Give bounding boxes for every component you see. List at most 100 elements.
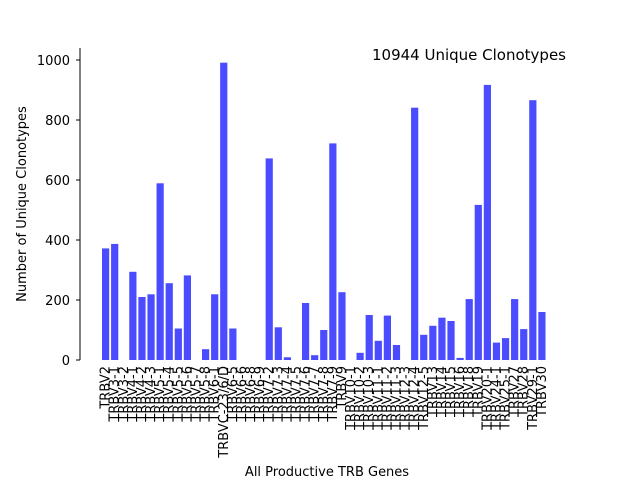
x-tick-label: TRBV5-8 — [199, 366, 214, 423]
x-tick-label: TRBV5-6 — [180, 366, 195, 423]
y-tick-label: 400 — [45, 234, 70, 249]
x-tick-label: TRBV7-3 — [271, 366, 286, 423]
x-tick-label: TRBV27 — [508, 366, 523, 418]
bar — [229, 328, 237, 360]
bar — [338, 292, 346, 360]
bar — [483, 84, 491, 361]
x-axis-title: All Productive TRB Genes — [245, 465, 409, 480]
x-axis-ticks: TRBV2TRBV3-1TRBV3-2TRBV4-1TRBV4-2TRBV4-3… — [99, 366, 550, 459]
bar — [301, 303, 310, 360]
x-tick-label: TRBV7-2 — [262, 366, 277, 423]
x-tick-label: TRBV12-4 — [408, 366, 423, 431]
bar — [138, 297, 146, 360]
x-tick-label: TRBV11-2 — [380, 366, 395, 431]
bar — [529, 100, 537, 360]
x-tick-label: TRBV16 — [453, 366, 468, 418]
x-tick-label: TRBV20-1 — [480, 366, 495, 431]
bar — [265, 158, 273, 360]
bar — [156, 183, 164, 360]
x-tick-label: TRBV7-6 — [299, 366, 314, 423]
bar — [311, 355, 319, 360]
x-tick-label: TRBV6-1 — [208, 366, 223, 423]
x-tick-label: TRBV5-1 — [153, 366, 168, 423]
bar — [183, 275, 192, 360]
bar — [165, 283, 173, 360]
x-tick-label: TRBV15 — [444, 366, 459, 418]
x-tick-label: TRBV14 — [435, 366, 450, 418]
x-tick-label: TRBV25-1 — [499, 366, 514, 431]
x-tick-label: TRBV7-8 — [317, 366, 332, 423]
x-tick-label: TRBV3-1 — [108, 366, 123, 423]
y-tick-label: 200 — [45, 294, 70, 309]
x-tick-label: TRBV7-7 — [308, 366, 323, 423]
bar — [520, 329, 528, 360]
x-tick-label: TRBV5-5 — [171, 366, 186, 423]
x-tick-label: TRBV6-9 — [253, 366, 268, 423]
x-tick-label: TRBV11-1 — [371, 366, 386, 431]
x-tick-label: TRBV6-6 — [235, 366, 250, 423]
y-axis-title: Number of Unique Clonotypes — [15, 106, 30, 302]
x-tick-label: TRBV10-3 — [362, 366, 377, 431]
y-axis: 0 200 400 600 800 1000 — [37, 48, 81, 369]
bar — [438, 317, 446, 360]
x-tick-label: TRBV10-1 — [344, 366, 359, 431]
bar — [220, 62, 228, 360]
bar — [283, 357, 291, 360]
bar — [538, 312, 546, 360]
bars-group — [102, 62, 546, 361]
x-tick-label: TRBV12-3 — [399, 366, 414, 431]
bar — [174, 328, 182, 360]
x-tick-label: TRBV12-5 — [417, 366, 432, 431]
x-tick-label: TRBV2 — [99, 366, 114, 410]
bar — [429, 325, 437, 360]
x-tick-label: TRBV7-4 — [280, 366, 295, 423]
x-tick-label: TRBV18 — [462, 366, 477, 418]
x-tick-label: TRBV4-3 — [144, 366, 159, 423]
bar — [329, 143, 337, 360]
x-tick-label: TRBV10-2 — [353, 366, 368, 431]
x-tick-label: TRBV4-2 — [135, 366, 150, 423]
x-tick-label: TRBV30 — [535, 366, 550, 418]
bar — [274, 327, 282, 360]
bar — [465, 299, 473, 360]
bar — [447, 321, 455, 360]
x-tick-label: TRBV6-5 — [226, 366, 241, 423]
x-tick-label: TRBV24-1 — [489, 366, 504, 431]
bar — [102, 248, 110, 360]
bar — [111, 243, 119, 360]
x-tick-label: TRBVC-23/6/D — [217, 366, 232, 459]
bar — [201, 349, 210, 360]
x-tick-label: TRBV6-8 — [244, 366, 259, 423]
bar — [356, 352, 364, 360]
x-tick-label: TRBV3-2 — [117, 366, 132, 423]
bar — [211, 294, 219, 360]
bar — [511, 299, 519, 360]
bar — [392, 345, 401, 360]
bar — [492, 342, 501, 360]
bar — [320, 330, 328, 360]
x-tick-label: TRBV28 — [517, 366, 532, 418]
bar — [383, 315, 391, 360]
bar — [501, 338, 510, 360]
y-tick-label: 800 — [45, 114, 70, 129]
x-tick-label: TRBV9 — [335, 366, 350, 410]
x-tick-label: TRBV7-5 — [289, 366, 304, 423]
x-tick-label: TRBV5-7 — [190, 366, 205, 423]
bar — [365, 315, 373, 360]
y-tick-label: 1000 — [37, 54, 70, 69]
x-tick-label: TRBV7-9 — [326, 366, 341, 423]
x-tick-label: TRBV19 — [471, 366, 486, 418]
x-tick-label: TRBV11-3 — [389, 366, 404, 431]
bar — [420, 334, 428, 360]
bar — [474, 204, 482, 360]
bar — [129, 271, 137, 360]
bar — [456, 357, 464, 360]
x-tick-label: TRBV13 — [426, 366, 441, 418]
bar — [147, 294, 155, 360]
bar — [374, 340, 382, 360]
bar — [411, 107, 419, 360]
y-tick-label: 600 — [45, 174, 70, 189]
clonotype-count-annotation: 10944 Unique Clonotypes — [372, 46, 566, 64]
